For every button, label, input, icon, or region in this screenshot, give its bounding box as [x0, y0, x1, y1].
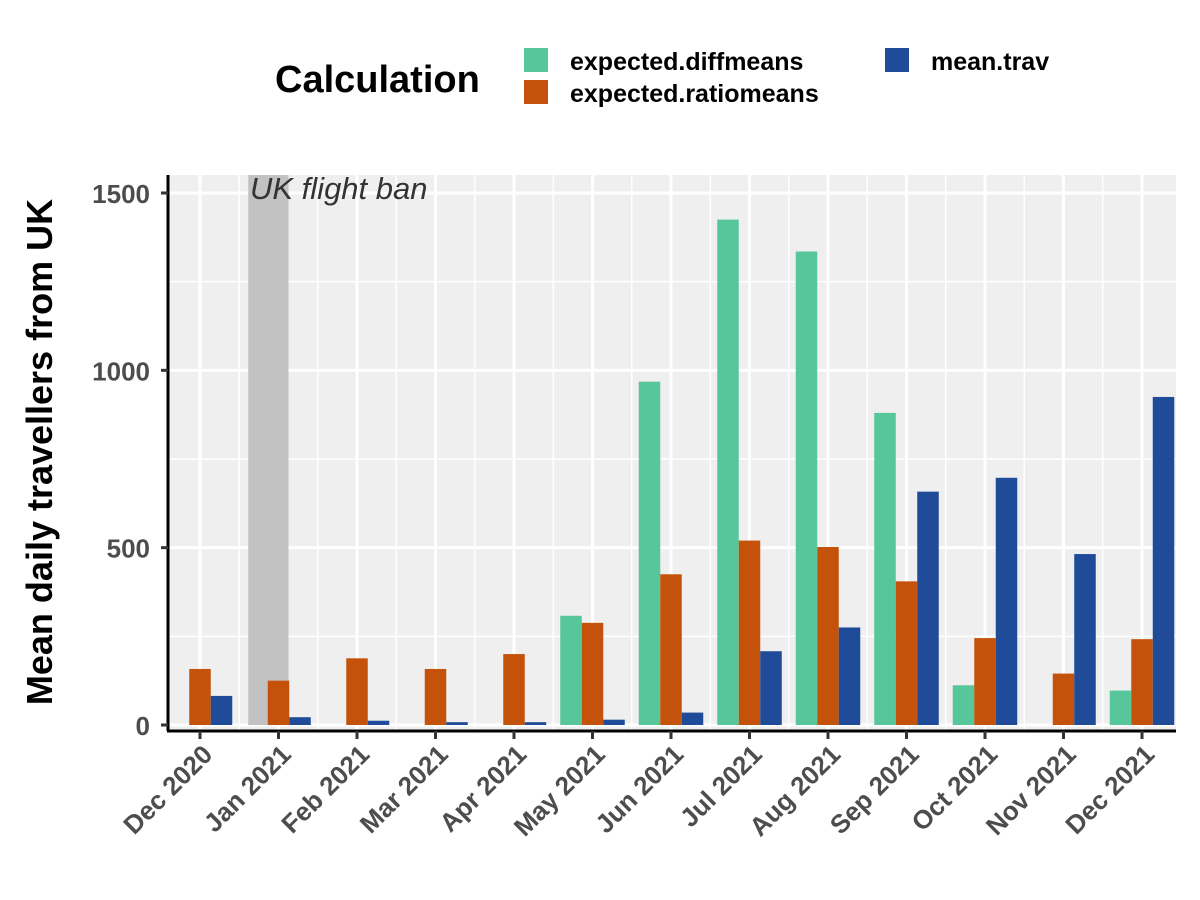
bars: [189, 219, 1175, 725]
annotation-flight-ban: UK flight ban: [250, 171, 428, 206]
bar-diffmeans-7: [717, 219, 739, 725]
bar-ratiomeans-12: [1131, 639, 1153, 725]
bar-ratiomeans-11: [1052, 673, 1075, 725]
bar-mean-trav-11: [1074, 554, 1096, 725]
y-tick-label: 1500: [92, 179, 150, 209]
legend-title: Calculation: [275, 59, 480, 101]
x-tick-label: Dec 2020: [117, 739, 218, 840]
bar-ratiomeans-8: [817, 546, 839, 725]
y-axis-title: Mean daily travellers from UK: [19, 199, 60, 705]
bar-mean-trav-6: [681, 712, 704, 725]
bar-diffmeans-5: [560, 615, 582, 725]
bar-mean-trav-12: [1152, 396, 1175, 725]
flight-ban-region: [248, 175, 289, 725]
y-tick-label: 500: [107, 534, 150, 564]
bar-diffmeans-10: [952, 685, 975, 725]
y-ticks: 0 500 1000 1500: [92, 179, 168, 741]
bar-ratiomeans-0: [189, 668, 211, 725]
legend-swatch-mean-trav: [885, 48, 909, 72]
annotation-layer: UK flight ban: [250, 171, 428, 206]
bar-diffmeans-8: [795, 251, 818, 725]
bar-ratiomeans-1: [267, 680, 290, 725]
legend-swatch-diffmeans: [524, 48, 548, 72]
bar-ratiomeans-4: [503, 654, 525, 725]
bar-diffmeans-9: [874, 412, 896, 725]
legend-label-diffmeans: expected.diffmeans: [570, 48, 803, 76]
bar-mean-trav-4: [524, 722, 547, 725]
bar-mean-trav-9: [917, 491, 939, 725]
legend-label-ratiomeans: expected.ratiomeans: [570, 80, 819, 108]
legend-swatch-ratiomeans: [524, 80, 548, 104]
legend: Calculation expected.diffmeans expected.…: [275, 48, 1049, 108]
bar-mean-trav-3: [446, 722, 468, 725]
flight-ban-shading: [248, 175, 289, 725]
y-tick-label: 1000: [92, 356, 150, 386]
bar-ratiomeans-5: [581, 622, 604, 725]
legend-label-mean-trav: mean.trav: [931, 48, 1049, 76]
bar-mean-trav-8: [838, 627, 861, 725]
bar-diffmeans-6: [638, 381, 661, 725]
bar-mean-trav-10: [995, 477, 1018, 725]
bar-mean-trav-5: [603, 719, 625, 725]
bar-ratiomeans-3: [424, 668, 447, 725]
bar-ratiomeans-9: [895, 581, 918, 725]
y-tick-label: 0: [136, 711, 150, 741]
bar-mean-trav-0: [210, 695, 233, 725]
bar-mean-trav-7: [760, 651, 782, 725]
bar-ratiomeans-6: [660, 574, 682, 725]
bar-ratiomeans-7: [738, 540, 761, 725]
bar-diffmeans-12: [1109, 690, 1132, 725]
bar-mean-trav-2: [367, 720, 390, 725]
bar-ratiomeans-10: [974, 638, 996, 725]
bar-ratiomeans-2: [346, 658, 368, 725]
bar-mean-trav-1: [289, 717, 311, 725]
